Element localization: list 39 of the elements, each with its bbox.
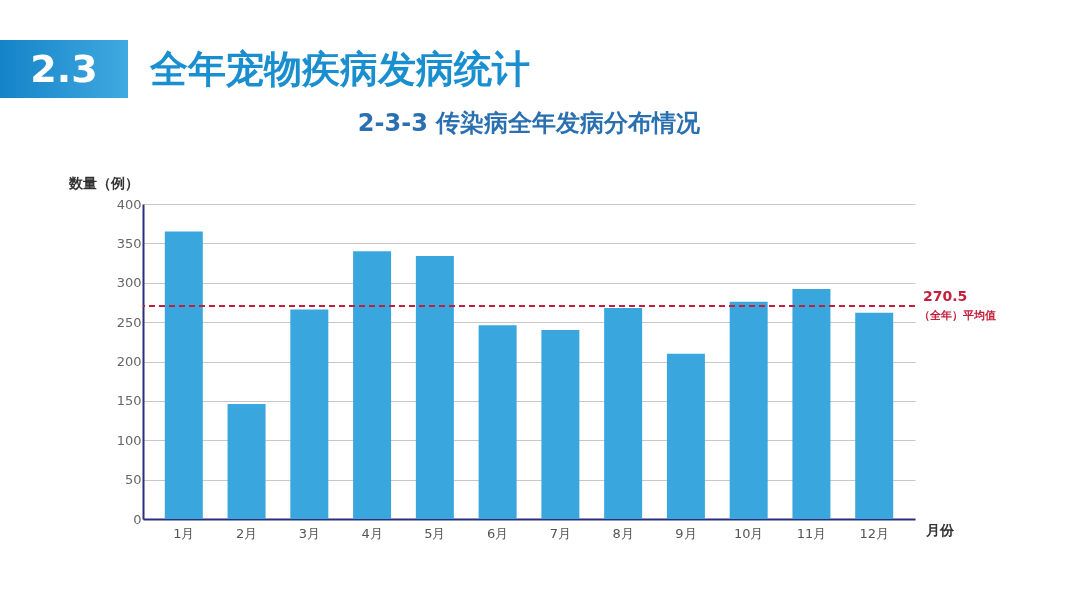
bar	[164, 231, 203, 519]
y-tick-label: 100	[116, 432, 142, 448]
x-tick-label: 3月	[298, 525, 320, 541]
x-tick-label: 7月	[549, 525, 572, 541]
x-tick-label: 2月	[235, 525, 258, 541]
chart-title: 全年宠物疾病发病统计	[150, 46, 530, 93]
bar	[290, 309, 329, 519]
bar	[478, 325, 517, 519]
y-tick-label: 400	[116, 196, 142, 212]
y-axis-title: 数量（例）	[67, 174, 139, 191]
y-tick-label: 200	[116, 354, 142, 369]
x-tick-label: 8月	[612, 525, 634, 541]
x-tick-label: 1月	[173, 525, 195, 541]
text: 2.3	[0, 40, 128, 98]
y-tick-label: 300	[116, 275, 142, 291]
y-tick-label: 50	[124, 472, 142, 488]
y-tick-label: 150	[116, 393, 142, 409]
ref-line-label: 270.5 （全年）平均值	[919, 287, 996, 322]
x-tick-label: 12月	[859, 525, 889, 541]
bar	[227, 404, 266, 519]
bar	[666, 353, 705, 519]
bar	[415, 255, 454, 519]
x-axis-title: 月份	[924, 521, 955, 538]
bar	[353, 251, 392, 519]
y-tick-label: 350	[116, 235, 142, 251]
y-tick-label: 0	[133, 511, 142, 527]
y-tick-label: 250	[116, 314, 142, 330]
bar	[792, 289, 831, 519]
x-tick-label: 4月	[361, 525, 383, 541]
x-tick-label: 5月	[424, 525, 446, 541]
bar	[855, 312, 894, 519]
bar	[604, 307, 643, 519]
x-tick-label: 6月	[486, 525, 509, 541]
x-tick-label: 10月	[733, 525, 764, 541]
x-tick-label: 9月	[675, 525, 697, 541]
chart-subtitle: 2-3-3 传染病全年发病分布情况	[357, 109, 702, 137]
bar	[541, 330, 580, 519]
bar	[729, 301, 768, 519]
x-tick-label: 11月	[796, 525, 827, 541]
